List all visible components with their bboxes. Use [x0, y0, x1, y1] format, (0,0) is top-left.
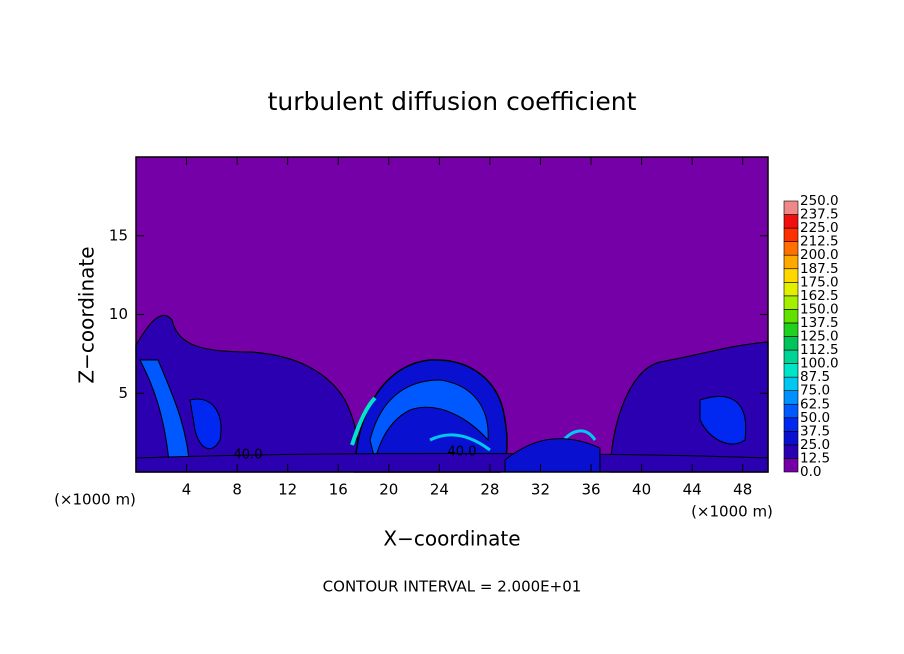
colorbar-bin [783, 349, 799, 364]
x-tick-label: 20 [379, 481, 398, 499]
colorbar-bin [783, 431, 799, 446]
plot-area [135, 156, 769, 473]
x-tick-label: 36 [581, 481, 600, 499]
contour-label: 40.0 [448, 445, 477, 460]
field-region [135, 453, 769, 473]
colorbar-label: 175.0 [800, 274, 839, 290]
colorbar-label: 25.0 [800, 437, 830, 453]
colorbar-bin [783, 200, 799, 215]
x-unit: (×1000 m) [54, 491, 136, 509]
colorbar-bin [783, 254, 799, 270]
contour-label: 40.0 [234, 448, 263, 463]
colorbar-bin [783, 458, 799, 473]
colorbar-label: 200.0 [800, 247, 839, 263]
colorbar-label: 225.0 [800, 220, 839, 236]
x-tick-label: 48 [733, 481, 752, 499]
x-tick-label: 8 [232, 481, 242, 499]
colorbar-label: 137.5 [800, 315, 839, 331]
y-tick-label: 15 [109, 226, 128, 244]
field-region [369, 379, 489, 461]
colorbar-label: 237.5 [800, 207, 839, 223]
field-region [699, 395, 747, 445]
y-axis-label: Z−coordinate [75, 246, 99, 383]
field-region [504, 438, 601, 473]
chart-title: turbulent diffusion coefficient [268, 87, 637, 116]
x-tick-label: 32 [531, 481, 550, 499]
colorbar-bin [783, 227, 799, 242]
colorbar-label: 87.5 [800, 369, 830, 385]
field-streak [350, 396, 377, 446]
y-tick-label: 10 [109, 305, 128, 323]
x-axis-label: X−coordinate [383, 527, 520, 551]
x-tick-label: 24 [430, 481, 449, 499]
colorbar-label: 12.5 [800, 450, 830, 466]
colorbar-label: 212.5 [800, 234, 839, 250]
field-streak [429, 433, 491, 452]
colorbar-label: 125.0 [800, 329, 839, 345]
colorbar-bin [783, 363, 799, 378]
colorbar-label: 112.5 [800, 342, 839, 358]
colorbar-bin [783, 322, 799, 337]
y-tick-label: 5 [118, 384, 128, 402]
x-unit: (×1000 m) [691, 503, 773, 521]
x-tick-label: 12 [278, 481, 297, 499]
colorbar-bin [783, 390, 799, 405]
colorbar-bin [783, 417, 799, 432]
colorbar-bin [783, 444, 799, 459]
colorbar-label: 150.0 [800, 301, 839, 317]
colorbar-label: 162.5 [800, 288, 839, 304]
x-tick-label: 4 [182, 481, 192, 499]
colorbar-label: 62.5 [800, 396, 830, 412]
colorbar-label: 37.5 [800, 423, 830, 439]
colorbar-bin [783, 214, 799, 229]
x-tick-label: 16 [329, 481, 348, 499]
colorbar-bin [783, 309, 799, 324]
colorbar-bin [783, 376, 799, 391]
colorbar-bin [783, 268, 799, 283]
colorbar-label: 75.0 [800, 383, 830, 399]
colorbar-label: 50.0 [800, 410, 830, 426]
field-region [189, 398, 222, 450]
colorbar-label: 0.0 [800, 464, 821, 480]
x-tick-label: 44 [683, 481, 702, 499]
colorbar-bin [783, 336, 799, 351]
colorbar-bin [783, 241, 799, 256]
x-tick-label: 28 [480, 481, 499, 499]
colorbar-label: 250.0 [800, 193, 839, 209]
x-tick-label: 40 [632, 481, 651, 499]
colorbar-bin [783, 295, 799, 310]
colorbar-label: 100.0 [800, 356, 839, 372]
colorbar-bin [783, 281, 799, 297]
colorbar-bin [783, 403, 799, 419]
colorbar-label: 187.5 [800, 261, 839, 277]
footnote: CONTOUR INTERVAL = 2.000E+01 [323, 578, 582, 596]
